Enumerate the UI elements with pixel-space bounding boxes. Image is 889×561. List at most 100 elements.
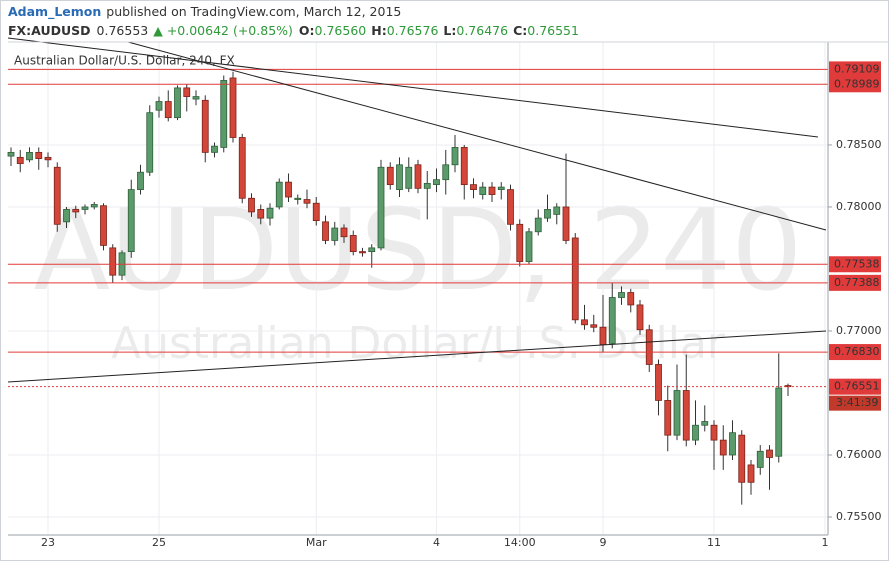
y-tick-label: 0.75500: [836, 510, 882, 523]
level-label-bg: [829, 61, 881, 78]
candle-body: [581, 319, 588, 326]
candle-body: [590, 324, 598, 328]
candle-body: [294, 197, 302, 200]
candle-body: [53, 166, 61, 225]
candle-body: [664, 400, 672, 436]
candle-body: [618, 292, 625, 298]
candle-body: [497, 186, 505, 190]
candle-body: [340, 227, 348, 238]
trend-line: [7, 330, 827, 383]
candle-body: [238, 137, 246, 199]
candle-body: [303, 199, 311, 204]
candle-body: [414, 164, 422, 189]
level-label: 0.78989: [834, 77, 880, 90]
x-tick-label: 1: [822, 536, 829, 549]
header-line: Adam_Lemon published on TradingView.com, …: [8, 4, 401, 20]
field-value: 0.76551: [527, 23, 579, 38]
chart-title: Australian Dollar/U.S. Dollar, 240, FX: [14, 54, 235, 68]
x-tick-label: 11: [707, 536, 721, 549]
level-label-bg: [829, 274, 881, 291]
candle-body: [442, 164, 450, 181]
candle-body: [155, 101, 163, 111]
field-label: O:: [299, 23, 315, 38]
candle-body: [331, 227, 339, 241]
level-label-bg: [829, 256, 881, 273]
field-value: 0.76476: [456, 23, 508, 38]
level-label: 0.79109: [834, 62, 880, 75]
candle-body: [109, 247, 117, 276]
field-value: 0.76576: [387, 23, 439, 38]
candle-body: [534, 217, 542, 233]
candle-body: [81, 206, 89, 210]
candle-body: [701, 421, 709, 426]
candle-body: [479, 186, 487, 195]
field-label: C:: [513, 23, 527, 38]
candle-body: [636, 304, 644, 331]
candle-body: [766, 449, 773, 458]
level-label: 0.76830: [834, 345, 880, 358]
watermark-name: Australian Dollar/U.S. Dollar: [111, 318, 726, 369]
candle-body: [692, 424, 699, 441]
candle-body: [386, 166, 394, 186]
level-label: 0.77538: [834, 257, 880, 270]
candle-body: [433, 179, 440, 186]
level-label-bg: [829, 344, 881, 361]
candle-body: [201, 99, 209, 153]
published: published on TradingView.com, March 12, …: [106, 4, 401, 19]
candle-body: [127, 189, 135, 253]
candle-body: [525, 231, 533, 262]
countdown: 3:41:39: [836, 396, 878, 409]
candle-body: [7, 151, 15, 157]
candle-body: [322, 221, 329, 241]
candle-body: [183, 87, 191, 97]
candle-body: [164, 101, 172, 119]
candle-body: [35, 151, 43, 159]
candle-body: [312, 202, 320, 221]
candle-body: [90, 204, 98, 208]
author: Adam_Lemon: [8, 4, 101, 20]
candle-body: [655, 364, 662, 401]
candle-body: [645, 329, 653, 365]
candle-body: [146, 112, 154, 173]
candle-body: [349, 235, 357, 253]
symbol: FX:AUDUSD: [8, 23, 91, 38]
candle-body: [423, 182, 431, 189]
field-label: L:: [443, 23, 456, 38]
candle-body: [396, 164, 403, 190]
candle-body: [710, 424, 718, 441]
quote-line: FX:AUDUSD 0.76553 ▲ +0.00642 (+0.85%) O:0.7…: [8, 23, 579, 38]
candle-body: [359, 251, 366, 254]
candle-body: [507, 189, 514, 225]
candle-body: [738, 434, 746, 483]
watermark-symbol: AUDUSD, 240: [33, 186, 802, 316]
candle-body: [248, 197, 255, 213]
candle-body: [137, 171, 144, 190]
candle-body: [368, 247, 376, 253]
x-tick-label: 9: [600, 536, 607, 549]
trend-line: [127, 41, 827, 231]
y-tick-label: 0.78000: [836, 200, 882, 213]
grid: [8, 42, 828, 535]
candle-body: [257, 209, 265, 219]
candle-body: [405, 166, 413, 189]
candle-body: [460, 147, 468, 186]
plot: [7, 68, 828, 505]
candle-body: [719, 439, 727, 456]
last-price-label: 0.76551: [834, 380, 880, 393]
candle-body: [599, 326, 607, 346]
last-price-bg: [829, 378, 881, 395]
trend-line: [7, 37, 819, 138]
candle-body: [220, 80, 228, 148]
x-tick-label: Mar: [306, 536, 327, 549]
x-tick-label: 14:00: [504, 536, 536, 549]
candle-body: [285, 181, 292, 198]
candle-body: [516, 223, 524, 262]
change: ▲ +0.00642 (+0.85%): [153, 23, 293, 38]
candle-body: [26, 151, 33, 161]
candle-body: [673, 390, 681, 436]
x-tick-label: 23: [41, 536, 55, 549]
candle-body: [682, 390, 690, 441]
candle-body: [174, 87, 181, 119]
candle-body: [211, 145, 218, 153]
